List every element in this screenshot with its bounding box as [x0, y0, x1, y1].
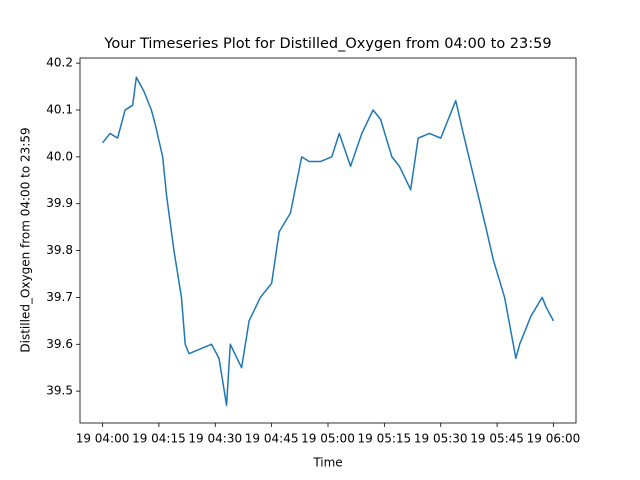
x-tick-label: 19 05:30 — [414, 432, 468, 446]
y-tick-label: 39.6 — [46, 337, 73, 351]
y-tick-label: 39.7 — [46, 290, 73, 304]
x-tick-label: 19 04:00 — [76, 432, 130, 446]
y-tick-label: 40.2 — [46, 56, 73, 70]
x-tick-label: 19 06:00 — [527, 432, 581, 446]
x-tick-label: 19 04:45 — [245, 432, 299, 446]
y-tick-label: 40.0 — [46, 149, 73, 163]
y-tick-label: 39.5 — [46, 384, 73, 398]
x-tick-label: 19 04:30 — [188, 432, 242, 446]
y-axis-label: Distilled_Oxygen from 04:00 to 23:59 — [19, 127, 33, 352]
x-tick-label: 19 05:45 — [470, 432, 524, 446]
y-tick-label: 40.1 — [46, 103, 73, 117]
chart-title: Your Timeseries Plot for Distilled_Oxyge… — [103, 36, 551, 52]
x-tick-label: 19 05:15 — [358, 432, 412, 446]
x-tick-label: 19 05:00 — [301, 432, 355, 446]
plot-frame — [79, 57, 577, 424]
x-tick-label: 19 04:15 — [132, 432, 186, 446]
data-line — [101, 76, 555, 406]
y-tick-label: 39.9 — [46, 196, 73, 210]
y-tick-label: 39.8 — [46, 243, 73, 257]
x-axis-label: Time — [312, 456, 342, 470]
